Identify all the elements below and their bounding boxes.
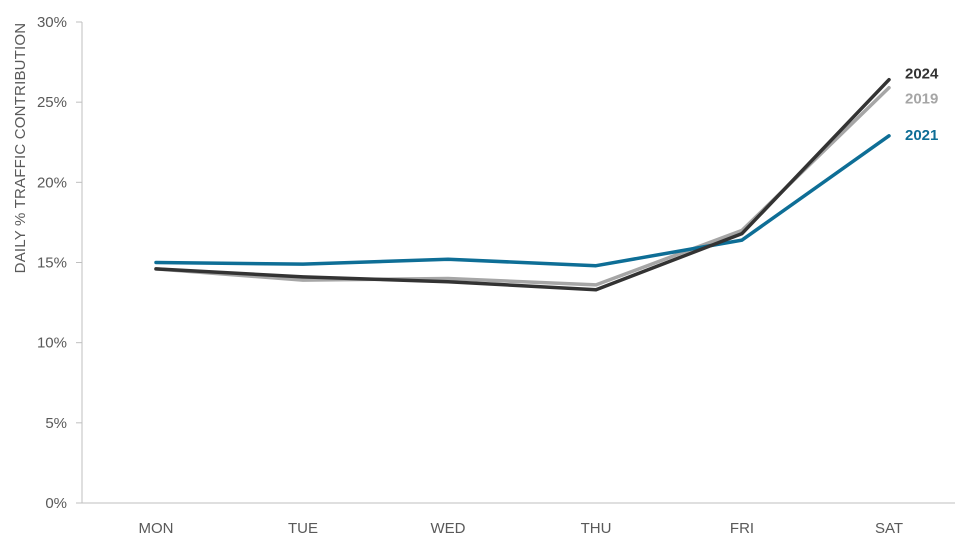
y-tick-label: 25% xyxy=(37,94,67,111)
y-tick-label: 20% xyxy=(37,174,67,191)
series-line-2024 xyxy=(154,77,891,292)
x-tick-label: TUE xyxy=(288,520,318,537)
x-axis: MON TUE WED THU FRI SAT xyxy=(82,502,955,537)
y-axis-title: DAILY % TRAFFIC CONTRIBUTION xyxy=(12,23,29,274)
x-tick-label: MON xyxy=(139,520,174,537)
series-label-2019: 2019 xyxy=(905,91,938,108)
series-line-2021 xyxy=(154,134,891,268)
y-tick-label: 10% xyxy=(37,335,67,352)
y-tick-label: 15% xyxy=(37,255,67,272)
series-lines xyxy=(154,77,891,292)
y-tick-label: 0% xyxy=(45,495,67,512)
x-tick-label: SAT xyxy=(875,520,903,537)
y-tick-label: 30% xyxy=(37,14,67,31)
series-line-2019 xyxy=(154,85,891,287)
series-label-2021: 2021 xyxy=(905,127,938,144)
y-tick-label: 5% xyxy=(45,415,67,432)
x-tick-label: WED xyxy=(431,520,466,537)
series-label-2024: 2024 xyxy=(905,66,939,83)
series-labels: 2019 2021 2024 xyxy=(905,66,939,144)
y-axis: 0% 5% 10% 15% 20% 25% 30% xyxy=(37,14,83,512)
x-tick-label: THU xyxy=(581,520,612,537)
x-tick-label: FRI xyxy=(730,520,754,537)
